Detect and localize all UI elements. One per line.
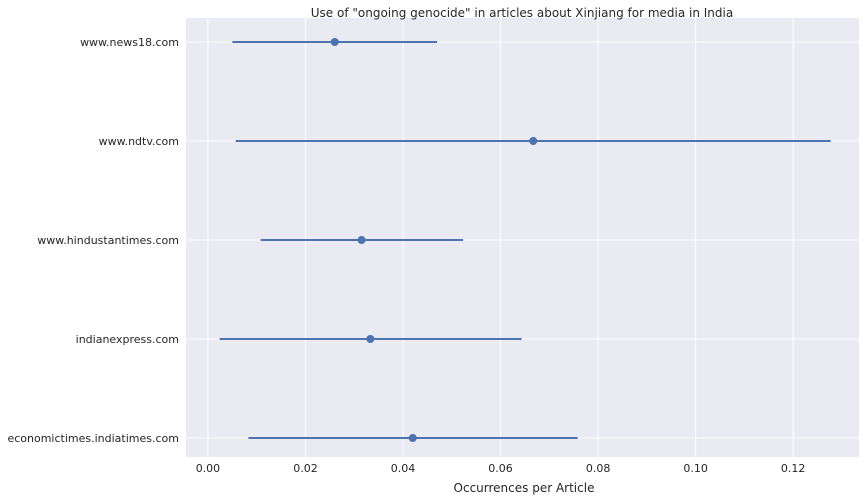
data-point bbox=[366, 335, 375, 343]
y-tick-label: economictimes.indiatimes.com bbox=[7, 432, 179, 445]
x-tick-label: 0.00 bbox=[196, 462, 221, 475]
y-tick-label: www.hindustantimes.com bbox=[37, 234, 179, 247]
x-tick-label: 0.02 bbox=[293, 462, 318, 475]
x-tick-labels: 0.00 0.02 0.04 0.06 0.08 0.10 0.12 bbox=[196, 462, 806, 475]
y-tick-label: www.ndtv.com bbox=[99, 135, 179, 148]
x-tick-label: 0.04 bbox=[391, 462, 416, 475]
chart-title: Use of "ongoing genocide" in articles ab… bbox=[311, 6, 733, 20]
x-tick-label: 0.06 bbox=[488, 462, 513, 475]
data-point bbox=[529, 137, 538, 145]
plot-background bbox=[186, 18, 859, 457]
y-tick-label: www.news18.com bbox=[80, 36, 179, 49]
x-tick-label: 0.08 bbox=[586, 462, 611, 475]
data-point bbox=[357, 236, 366, 244]
data-marks bbox=[219, 38, 831, 442]
x-gridlines bbox=[207, 18, 794, 457]
y-tick-label: indianexpress.com bbox=[76, 333, 179, 346]
x-axis-label: Occurrences per Article bbox=[454, 481, 595, 495]
x-tick-label: 0.12 bbox=[781, 462, 806, 475]
x-tick-label: 0.10 bbox=[683, 462, 708, 475]
data-point bbox=[408, 434, 417, 442]
y-tick-labels: www.news18.com www.ndtv.com www.hindustant… bbox=[7, 36, 179, 445]
data-point bbox=[330, 38, 339, 46]
